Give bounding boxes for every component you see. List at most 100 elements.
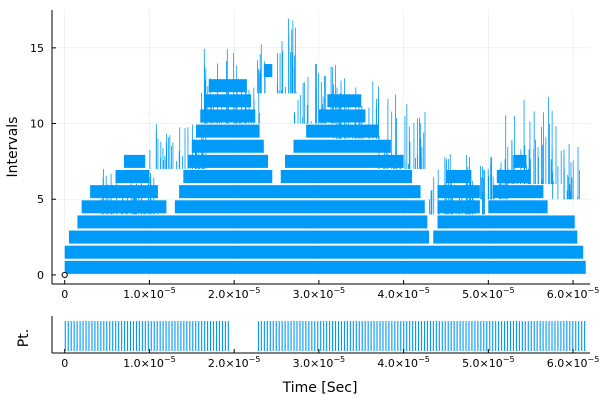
main-axes [51, 10, 590, 285]
interval-hatch-bar [288, 34, 290, 94]
event-bar [70, 321, 72, 351]
interval-hatch-bar [319, 109, 321, 124]
event-bar [118, 321, 120, 351]
event-bar [509, 321, 512, 351]
event-bar [504, 321, 506, 351]
interval-hatch-bar [378, 98, 379, 139]
interval-hatch-bar [221, 102, 223, 124]
x-tick-label: 6.0×10−5 [547, 286, 600, 301]
event-bar [305, 321, 307, 351]
interval-hatch-bar [217, 63, 218, 124]
interval-hatch-bar [538, 157, 539, 185]
event-bar [141, 321, 143, 351]
event-bar [224, 321, 226, 351]
interval-hatch [100, 18, 580, 215]
interval-hatch-bar [240, 121, 242, 124]
interval-hatch-bar [171, 145, 173, 169]
event-bar [109, 321, 111, 351]
interval-hatch-bar [259, 72, 261, 94]
interval-hatch-bar [567, 177, 569, 200]
interval-hatch-bar [201, 137, 203, 169]
interval-hatch-bar [302, 116, 304, 124]
interval-hatch-bar [520, 149, 522, 185]
interval-bar [513, 154, 527, 168]
event-bar [400, 321, 402, 351]
event-bar [64, 321, 66, 351]
interval-bar [437, 215, 575, 229]
interval-hatch-bar [383, 160, 384, 169]
interval-hatch-bar [107, 184, 109, 215]
interval-hatch-bar [102, 177, 104, 215]
event-bar [302, 321, 304, 351]
event-bar [432, 321, 434, 351]
interval-hatch-bar [305, 122, 307, 124]
interval-hatch-bar [198, 153, 200, 169]
event-bar [554, 321, 556, 351]
event-bar [207, 321, 209, 351]
event-bar [129, 321, 132, 351]
event-bar [210, 321, 212, 351]
interval-hatch-bar [197, 158, 199, 169]
interval-hatch-bar [125, 210, 127, 215]
event-bar [412, 321, 414, 351]
event-bar [266, 321, 268, 351]
interval-bar [191, 139, 264, 153]
event-bar [126, 321, 129, 351]
event-bar [370, 321, 372, 351]
interval-hatch-bar [112, 210, 114, 215]
event-bar [82, 321, 84, 351]
interval-hatch-bar [423, 132, 425, 169]
interval-hatch-bar [133, 190, 135, 215]
interval-hatch-bar [324, 75, 325, 124]
interval-hatch-bar [493, 192, 495, 200]
event-bar [498, 321, 500, 351]
y-tick-label: 15 [30, 42, 44, 55]
event-bar [186, 321, 188, 351]
event-chart: 0 1.0×10−5 2.0×10−5 3.0×10−5 4.0×10−5 5.0×10−… [16, 316, 599, 396]
interval-hatch-bar [315, 64, 316, 124]
interval-hatch-bar [141, 187, 142, 215]
interval-hatch-bar [535, 139, 536, 185]
interval-hatch-bar [244, 119, 246, 124]
interval-hatch-bar [415, 157, 416, 169]
event-bar [73, 321, 75, 351]
event-bar [403, 321, 405, 351]
interval-hatch-bar [514, 115, 516, 185]
interval-hatch-bar [302, 82, 304, 124]
event-bar [566, 321, 568, 351]
interval-hatch-bar [541, 126, 542, 185]
interval-hatch-bar [136, 183, 137, 215]
event-bar [198, 321, 200, 351]
interval-hatch-bar [519, 179, 521, 185]
interval-hatch-bar [325, 76, 327, 124]
interval-hatch-bar [303, 82, 305, 124]
event-bar [506, 321, 509, 351]
interval-bar [64, 260, 586, 274]
event-bar [337, 321, 340, 351]
event-bar [135, 321, 137, 351]
interval-bar [90, 185, 158, 199]
interval-hatch-bar [557, 166, 559, 200]
interval-bar [437, 200, 480, 214]
event-bar [426, 321, 429, 351]
interval-hatch-bar [393, 160, 395, 169]
interval-hatch-bar [122, 188, 124, 215]
interval-hatch-bar [236, 65, 238, 124]
event-bar [450, 321, 452, 351]
event-bar [515, 321, 517, 351]
event-bar [106, 321, 108, 351]
event-bar [326, 321, 328, 351]
interval-hatch-bar [279, 53, 281, 94]
interval-hatch-bar [291, 29, 293, 94]
interval-hatch-bar [163, 160, 164, 169]
interval-hatch-bar [338, 98, 340, 139]
interval-hatch-bar [406, 104, 408, 169]
interval-hatch-bar [499, 168, 501, 200]
event-x-ticks: 0 1.0×10−5 2.0×10−5 3.0×10−5 4.0×10−5 5.0×10−… [61, 349, 599, 370]
event-bar [536, 321, 538, 351]
interval-hatch-bar [110, 193, 112, 215]
interval-hatch-bar [264, 73, 266, 94]
event-bar [153, 321, 155, 351]
event-bar [349, 321, 351, 351]
interval-hatch-bar [542, 144, 544, 185]
